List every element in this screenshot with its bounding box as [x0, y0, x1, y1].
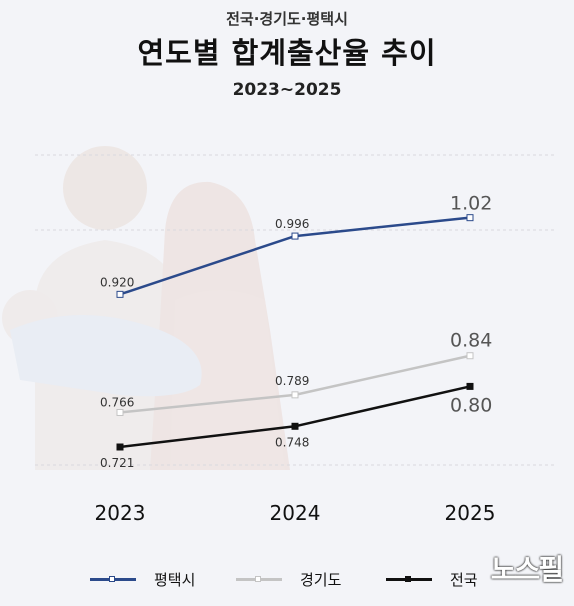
data-point [291, 422, 299, 430]
data-label: 0.84 [450, 330, 492, 352]
x-tick-label: 2025 [445, 501, 496, 525]
data-point [291, 232, 299, 240]
data-label: 0.721 [100, 456, 134, 470]
grid-lines [35, 154, 555, 466]
legend-swatch [90, 575, 136, 582]
data-point [116, 443, 124, 451]
data-point [116, 290, 124, 298]
family-illustration [2, 146, 290, 470]
legend-marker [405, 575, 411, 582]
legend-marker [109, 575, 115, 582]
legend-label: 전국 [450, 570, 478, 589]
x-axis: 2023 2024 2025 [95, 501, 496, 525]
series-0: 0.920 0.996 1.02 [100, 193, 492, 298]
legend-swatch [386, 575, 432, 582]
legend-item-pyeongtaek: 평택시 [90, 566, 195, 592]
chart-title: 연도별 합계출산율 추이 [137, 36, 437, 70]
series-2: 0.721 0.748 0.80 [100, 382, 492, 470]
watermark-logo: 노스필 [490, 553, 564, 586]
legend-label: 평택시 [154, 570, 196, 589]
legend-label: 경기도 [300, 570, 342, 589]
data-label: 0.748 [275, 435, 309, 449]
data-point [466, 352, 474, 360]
legend-swatch [236, 575, 282, 582]
legend-item-gyeonggi: 경기도 [236, 566, 341, 592]
chart-subtitle: 전국·경기도·평택시 [226, 10, 348, 28]
data-point [116, 408, 124, 416]
data-point [466, 214, 474, 222]
data-point [466, 382, 474, 390]
x-tick-label: 2024 [270, 501, 321, 525]
chart-period: 2023~2025 [232, 80, 342, 100]
x-tick-label: 2023 [95, 501, 146, 525]
data-label: 0.766 [100, 395, 134, 409]
series-1: 0.766 0.789 0.84 [100, 330, 492, 416]
legend: 평택시 경기도 전국 [0, 566, 574, 592]
legend-marker [255, 575, 261, 582]
series-layer: 0.9200.9961.020.7660.7890.840.7210.7480.… [100, 193, 492, 470]
data-label: 0.920 [100, 275, 134, 289]
legend-item-national: 전국 [386, 566, 478, 592]
data-label: 1.02 [450, 193, 492, 215]
data-label: 0.80 [450, 394, 492, 416]
data-label: 0.789 [275, 374, 309, 388]
data-label: 0.996 [275, 217, 309, 231]
data-point [291, 391, 299, 399]
